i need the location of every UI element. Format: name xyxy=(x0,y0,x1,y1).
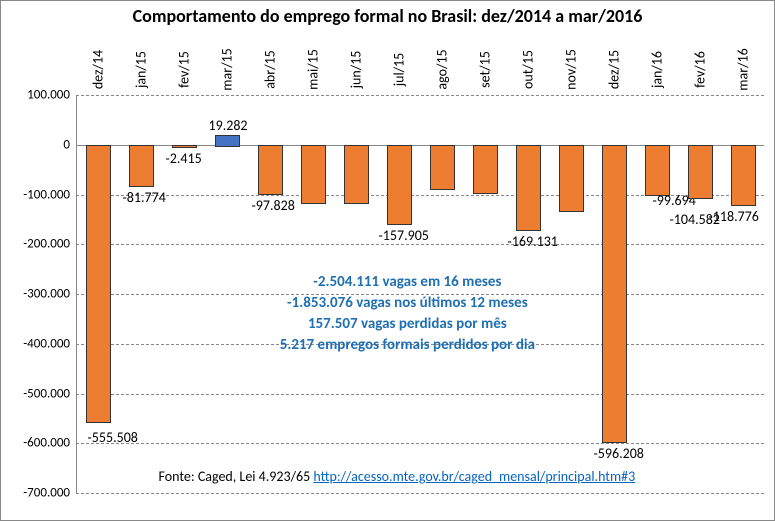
x-tick-label: mar/15 xyxy=(218,40,235,100)
bar xyxy=(645,145,671,197)
source-prefix: Fonte: Caged, Lei 4.923/65 xyxy=(159,468,314,485)
y-tick-label: -200.000 xyxy=(23,237,76,252)
x-tick-label: jun/15 xyxy=(347,40,364,100)
grid-line xyxy=(76,493,764,494)
data-label: -169.131 xyxy=(508,233,558,250)
data-label: -81.774 xyxy=(123,189,166,206)
bar xyxy=(430,145,456,190)
source-link[interactable]: http://acesso.mte.gov.br/caged_mensal/pr… xyxy=(313,468,635,485)
data-label: -97.828 xyxy=(252,197,295,214)
data-label: -596.208 xyxy=(594,445,644,462)
x-tick-label: out/15 xyxy=(519,40,536,100)
data-label: -157.905 xyxy=(379,227,429,244)
data-label: -118.776 xyxy=(709,208,759,225)
bar xyxy=(387,145,413,226)
source-footer: Fonte: Caged, Lei 4.923/65 http://acesso… xyxy=(159,468,636,485)
x-tick-label: mai/15 xyxy=(304,40,321,100)
data-label: -555.508 xyxy=(88,429,138,446)
bar xyxy=(86,145,112,423)
y-tick-label: -100.000 xyxy=(23,187,76,202)
bar xyxy=(688,145,714,199)
x-tick-label: set/15 xyxy=(476,40,493,100)
x-tick-label: nov/15 xyxy=(562,40,579,100)
x-tick-label: jan/15 xyxy=(132,40,149,100)
x-tick-label: fev/16 xyxy=(691,40,708,100)
y-tick-label: 0 xyxy=(63,137,76,152)
grid-line xyxy=(76,394,764,395)
grid-line xyxy=(76,244,764,245)
x-tick-label: abr/15 xyxy=(261,40,278,100)
x-tick-label: mar/16 xyxy=(734,40,751,100)
y-tick-label: -500.000 xyxy=(23,386,76,401)
plot-area: 100.0000-100.000-200.000-300.000-400.000… xyxy=(76,95,764,493)
annotation-box: -2.504.111 vagas em 16 meses-1.853.076 v… xyxy=(227,272,587,356)
bar xyxy=(129,145,155,188)
x-tick-label: jan/16 xyxy=(648,40,665,100)
annotation-line: 157.507 vagas perdidas por mês xyxy=(227,314,587,335)
bar xyxy=(516,145,542,231)
data-label: 19.282 xyxy=(209,117,248,134)
bar xyxy=(473,145,499,194)
x-tick-label: ago/15 xyxy=(433,40,450,100)
annotation-line: -1.853.076 vagas nos últimos 12 meses xyxy=(227,293,587,314)
data-label: -2.415 xyxy=(166,150,202,167)
annotation-line: 5.217 empregos formais perdidos por dia xyxy=(227,335,587,356)
bar xyxy=(731,145,757,206)
chart-title: Comportamento do emprego formal no Brasi… xyxy=(1,1,774,27)
y-tick-label: 100.000 xyxy=(27,88,76,103)
y-tick-label: -600.000 xyxy=(23,436,76,451)
bar xyxy=(172,145,198,148)
bar xyxy=(344,145,370,204)
x-tick-label: dez/15 xyxy=(605,40,622,100)
y-tick-label: -300.000 xyxy=(23,287,76,302)
annotation-line: -2.504.111 vagas em 16 meses xyxy=(227,272,587,293)
x-tick-label: fev/15 xyxy=(175,40,192,100)
x-axis-labels: dez/14jan/15fev/15mar/15abr/15mai/15jun/… xyxy=(76,31,764,93)
y-tick-label: -700.000 xyxy=(23,486,76,501)
bar xyxy=(301,145,327,204)
bar xyxy=(559,145,585,213)
bar xyxy=(215,135,241,147)
x-tick-label: jul/15 xyxy=(390,40,407,100)
grid-line xyxy=(76,95,764,96)
chart-container: Comportamento do emprego formal no Brasi… xyxy=(0,0,775,521)
grid-line xyxy=(76,443,764,444)
y-tick-label: -400.000 xyxy=(23,336,76,351)
bar xyxy=(602,145,628,444)
bar xyxy=(258,145,284,196)
x-tick-label: dez/14 xyxy=(89,40,106,100)
